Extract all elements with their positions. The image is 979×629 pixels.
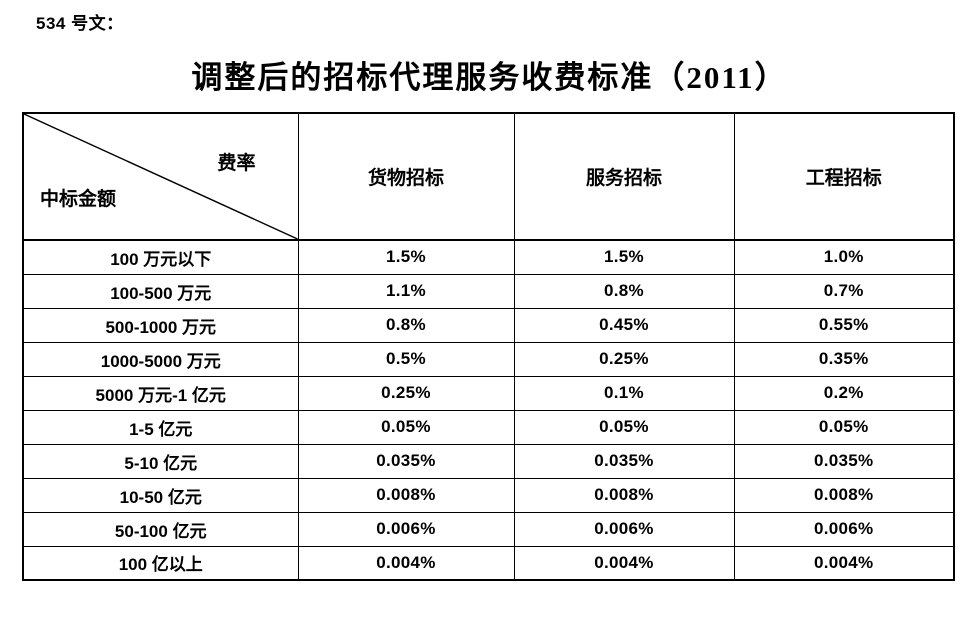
rate-value-cell: 0.35% [733,341,955,377]
rate-value-cell: 1.5% [513,239,735,275]
rate-value-cell: 0.008% [513,477,735,513]
row-label-amount-range: 5000 万元-1 亿元 [22,375,299,411]
rate-value-cell: 0.55% [733,307,955,343]
row-label-amount-range: 10-50 亿元 [22,477,299,513]
rate-value-cell: 1.1% [297,273,515,309]
row-label-amount-range: 1000-5000 万元 [22,341,299,377]
rate-value-cell: 0.004% [733,545,955,581]
column-header-goods: 货物招标 [297,112,515,241]
rate-value-cell: 0.006% [513,511,735,547]
rate-value-cell: 0.006% [733,511,955,547]
table-row: 500-1000 万元 0.8% 0.45% 0.55% [22,307,955,343]
rate-value-cell: 0.004% [297,545,515,581]
row-label-amount-range: 500-1000 万元 [22,307,299,343]
table-row: 5000 万元-1 亿元 0.25% 0.1% 0.2% [22,375,955,411]
rate-value-cell: 0.035% [513,443,735,479]
column-header-services: 服务招标 [513,112,735,241]
fee-rate-table: 费率 中标金额 货物招标 服务招标 工程招标 100 万元以下 1.5% 1.5% 1… [22,112,955,581]
rate-value-cell: 0.8% [297,307,515,343]
rate-value-cell: 0.25% [297,375,515,411]
diagonal-divider-line [24,114,298,239]
row-label-amount-range: 100 万元以下 [22,239,299,275]
rate-value-cell: 0.008% [297,477,515,513]
table-row: 5-10 亿元 0.035% 0.035% 0.035% [22,443,955,479]
table-row: 1-5 亿元 0.05% 0.05% 0.05% [22,409,955,445]
corner-label-amount: 中标金额 [40,189,117,210]
corner-label-rate: 费率 [217,153,256,174]
table-row: 100 亿以上 0.004% 0.004% 0.004% [22,545,955,581]
rate-value-cell: 0.25% [513,341,735,377]
table-row: 1000-5000 万元 0.5% 0.25% 0.35% [22,341,955,377]
rate-value-cell: 0.7% [733,273,955,309]
row-label-amount-range: 100 亿以上 [22,545,299,581]
row-label-amount-range: 5-10 亿元 [22,443,299,479]
row-label-amount-range: 100-500 万元 [22,273,299,309]
row-label-amount-range: 50-100 亿元 [22,511,299,547]
page-title: 调整后的招标代理服务收费标准（2011） [191,60,788,95]
rate-value-cell: 0.035% [297,443,515,479]
rate-value-cell: 0.5% [297,341,515,377]
rate-value-cell: 0.004% [513,545,735,581]
rate-value-cell: 0.006% [297,511,515,547]
corner-header-cell: 费率 中标金额 [22,112,299,241]
column-header-engineering: 工程招标 [733,112,955,241]
rate-value-cell: 0.05% [513,409,735,445]
table-row: 100-500 万元 1.1% 0.8% 0.7% [22,273,955,309]
rate-value-cell: 0.05% [733,409,955,445]
rate-value-cell: 1.0% [733,239,955,275]
rate-value-cell: 0.035% [733,443,955,479]
rate-value-cell: 0.45% [513,307,735,343]
rate-value-cell: 0.8% [513,273,735,309]
rate-value-cell: 0.05% [297,409,515,445]
table-row: 100 万元以下 1.5% 1.5% 1.0% [22,239,955,275]
table-row: 10-50 亿元 0.008% 0.008% 0.008% [22,477,955,513]
rate-value-cell: 0.2% [733,375,955,411]
rate-value-cell: 0.1% [513,375,735,411]
header-row: 费率 中标金额 货物招标 服务招标 工程招标 [22,112,955,241]
fee-table-body: 100 万元以下 1.5% 1.5% 1.0% 100-500 万元 1.1% 0.8% 0.… [22,239,955,581]
doc-number-label: 534 号文： [36,14,124,33]
row-label-amount-range: 1-5 亿元 [22,409,299,445]
table-row: 50-100 亿元 0.006% 0.006% 0.006% [22,511,955,547]
rate-value-cell: 0.008% [733,477,955,513]
rate-value-cell: 1.5% [297,239,515,275]
